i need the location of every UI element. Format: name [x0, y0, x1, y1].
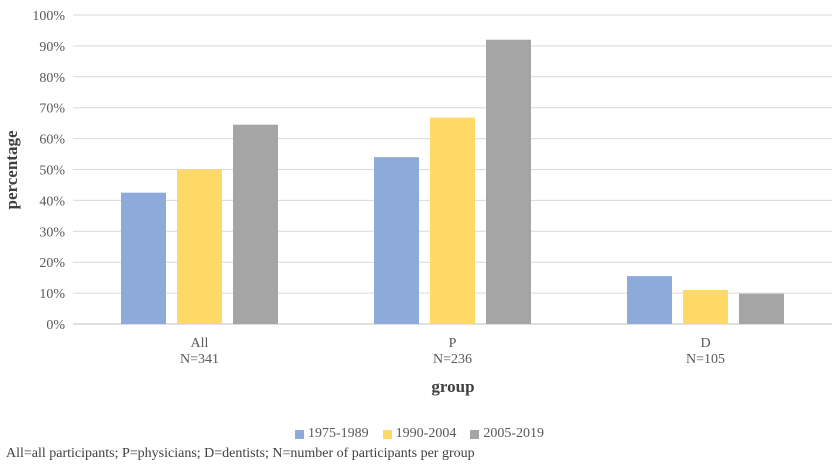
bar-all-2005-2019: [233, 124, 278, 324]
category-label: D: [700, 336, 710, 351]
bar-p-1990-2004: [430, 117, 475, 324]
legend-swatch: [294, 429, 304, 439]
y-tick-label: 30%: [39, 225, 65, 240]
y-tick-label: 10%: [39, 287, 65, 302]
legend-label: 1975-1989: [307, 426, 369, 441]
category-sublabel: N=236: [433, 352, 472, 367]
category-label: All: [191, 336, 209, 351]
bar-p-2005-2019: [486, 39, 531, 324]
bar-p-1975-1989: [374, 157, 419, 324]
legend: 1975-1989 1990-2004 2005-2019: [0, 424, 839, 444]
y-tick-label: 40%: [39, 194, 65, 209]
bar-chart: 0% 10% 20% 30% 40% 50% 60% 70% 80% 90% 100% AllN=3…: [2, 9, 832, 396]
y-tick-label: 80%: [39, 71, 65, 86]
legend-item: 2005-2019: [470, 426, 544, 442]
y-tick-label: 90%: [39, 40, 65, 55]
category-sublabel: N=341: [180, 352, 219, 367]
bar-all-1990-2004: [177, 169, 222, 324]
y-tick-label: 50%: [39, 164, 65, 179]
y-tick-label: 60%: [39, 133, 65, 148]
bar-d-2005-2019: [739, 293, 784, 324]
bar-all-1975-1989: [121, 192, 166, 324]
bar-d-1975-1989: [627, 276, 672, 324]
legend-label: 2005-2019: [483, 426, 544, 441]
y-tick-label: 100%: [32, 9, 65, 24]
category-label: P: [449, 336, 457, 351]
x-axis-title: group: [431, 377, 474, 396]
legend-item: 1975-1989: [294, 426, 369, 442]
legend-swatch: [470, 429, 480, 439]
bar-d-1990-2004: [683, 290, 728, 324]
y-tick-label: 0%: [46, 318, 65, 333]
y-tick-label: 20%: [39, 256, 65, 271]
y-axis-ticks: 0% 10% 20% 30% 40% 50% 60% 70% 80% 90% 100%: [32, 9, 65, 333]
y-tick-label: 70%: [39, 102, 65, 117]
y-axis-title: percentage: [2, 130, 21, 209]
legend-swatch: [382, 429, 392, 439]
footnote: All=all participants; P=physicians; D=de…: [6, 446, 475, 461]
legend-item: 1990-2004: [382, 426, 457, 442]
category-sublabel: N=105: [686, 352, 725, 367]
bars: [121, 39, 784, 324]
legend-label: 1990-2004: [395, 426, 457, 441]
